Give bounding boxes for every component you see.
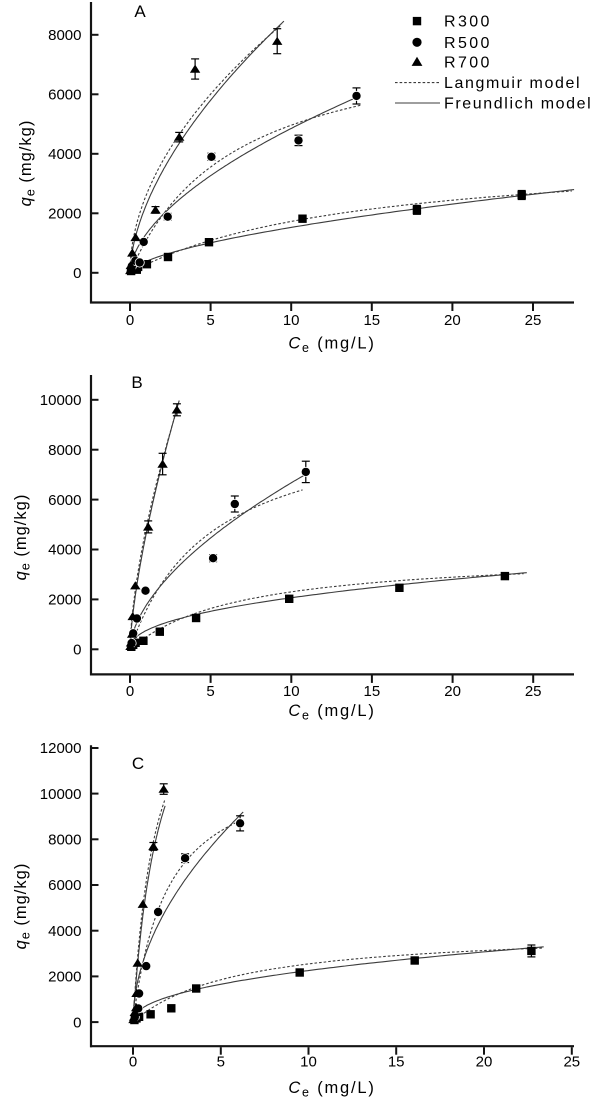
svg-text:B: B (131, 373, 142, 392)
svg-text:5: 5 (206, 312, 214, 329)
svg-text:25: 25 (563, 1054, 580, 1071)
svg-text:10: 10 (300, 1054, 317, 1071)
svg-text:Ce (mg/L): Ce (mg/L) (288, 702, 375, 723)
svg-text:10: 10 (283, 312, 300, 329)
svg-text:15: 15 (363, 312, 380, 329)
svg-text:R300: R300 (444, 14, 492, 31)
svg-text:R500: R500 (444, 35, 492, 52)
svg-text:4000: 4000 (48, 923, 81, 940)
svg-text:R700: R700 (444, 54, 492, 71)
svg-text:20: 20 (444, 683, 461, 700)
svg-text:10000: 10000 (40, 786, 82, 803)
svg-text:8000: 8000 (48, 27, 81, 44)
svg-text:20: 20 (476, 1054, 493, 1071)
svg-text:0: 0 (73, 642, 81, 659)
svg-text:6000: 6000 (48, 87, 81, 104)
svg-text:0: 0 (73, 265, 81, 282)
svg-text:25: 25 (525, 683, 542, 700)
svg-text:A: A (134, 2, 146, 21)
svg-text:8000: 8000 (48, 832, 81, 849)
svg-text:8000: 8000 (48, 442, 81, 459)
svg-text:qe (mg/kg): qe (mg/kg) (12, 494, 33, 581)
svg-text:Freundlich model: Freundlich model (444, 96, 592, 113)
svg-text:5: 5 (206, 683, 214, 700)
svg-text:2000: 2000 (48, 592, 81, 609)
svg-text:10: 10 (283, 683, 300, 700)
svg-text:4000: 4000 (48, 146, 81, 163)
svg-text:0: 0 (126, 312, 134, 329)
svg-text:20: 20 (444, 312, 461, 329)
svg-text:15: 15 (388, 1054, 405, 1071)
svg-text:qe (mg/kg): qe (mg/kg) (12, 863, 33, 950)
svg-text:0: 0 (73, 1014, 81, 1031)
svg-text:Ce (mg/L): Ce (mg/L) (288, 335, 375, 356)
svg-text:0: 0 (126, 683, 134, 700)
svg-text:6000: 6000 (48, 877, 81, 894)
svg-text:2000: 2000 (48, 206, 81, 223)
svg-text:15: 15 (364, 683, 381, 700)
svg-text:6000: 6000 (48, 492, 81, 509)
svg-text:10000: 10000 (40, 392, 82, 409)
svg-text:4000: 4000 (48, 542, 81, 559)
svg-text:C: C (132, 754, 144, 773)
svg-text:25: 25 (525, 312, 542, 329)
svg-text:Ce (mg/L): Ce (mg/L) (288, 1079, 375, 1100)
svg-text:0: 0 (129, 1054, 137, 1071)
svg-text:Langmuir model: Langmuir model (444, 75, 581, 92)
svg-text:5: 5 (217, 1054, 225, 1071)
svg-text:2000: 2000 (48, 969, 81, 986)
svg-text:12000: 12000 (40, 740, 82, 757)
svg-text:qe (mg/kg): qe (mg/kg) (17, 120, 38, 207)
